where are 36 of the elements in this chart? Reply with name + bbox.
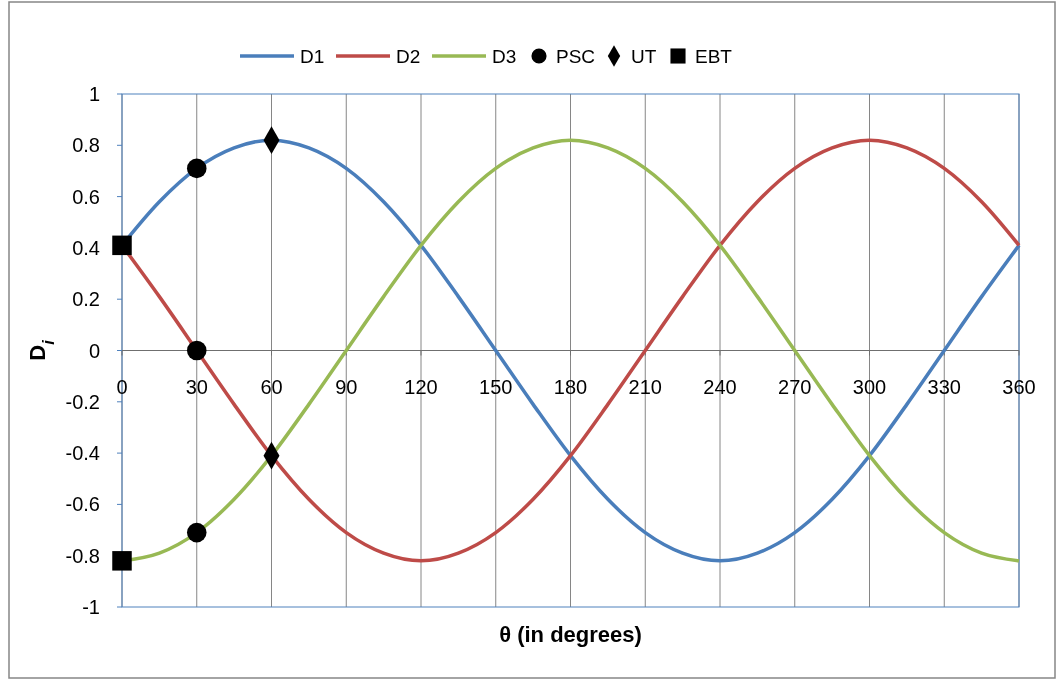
y-tick-label: -0.6	[65, 493, 100, 516]
y-tick-label: 1	[88, 83, 100, 105]
x-tick-label: 30	[185, 375, 208, 398]
x-tick-label: 150	[479, 375, 513, 398]
point	[112, 235, 132, 256]
x-axis-title: θ (in degrees)	[499, 622, 642, 647]
x-tick-label: 120	[404, 375, 438, 398]
y-tick-label: -0.8	[65, 544, 100, 567]
y-tick-label: 0	[88, 339, 100, 362]
legend-label: D3	[492, 46, 517, 67]
legend-label: D1	[300, 46, 325, 67]
point	[186, 340, 207, 361]
point	[186, 522, 207, 543]
y-tick-label: -0.2	[65, 390, 100, 413]
point	[112, 551, 132, 571]
x-tick-label: 270	[778, 375, 812, 398]
x-tick-label: 300	[852, 375, 887, 398]
y-tick-label: 0.4	[72, 236, 100, 259]
legend-label: UT	[631, 46, 657, 67]
legend-label: PSC	[556, 46, 596, 67]
x-tick-label: 180	[553, 375, 588, 398]
x-tick-label: 210	[628, 375, 662, 398]
legend-label: EBT	[695, 46, 733, 67]
y-tick-label: -1	[82, 596, 100, 618]
x-tick-label: 90	[335, 375, 358, 398]
y-tick-label: 0.2	[72, 288, 100, 311]
legend-label: D2	[396, 46, 421, 67]
point	[186, 158, 207, 179]
x-tick-label: 330	[927, 375, 961, 398]
x-tick-label: 0	[116, 375, 128, 398]
x-tick-label: 60	[260, 375, 283, 398]
x-tick-label: 360	[1002, 375, 1036, 398]
y-tick-label: 0.6	[72, 185, 100, 208]
y-tick-label: -0.4	[65, 442, 100, 465]
y-tick-label: 0.8	[72, 134, 100, 157]
x-tick-label: 240	[703, 375, 737, 398]
